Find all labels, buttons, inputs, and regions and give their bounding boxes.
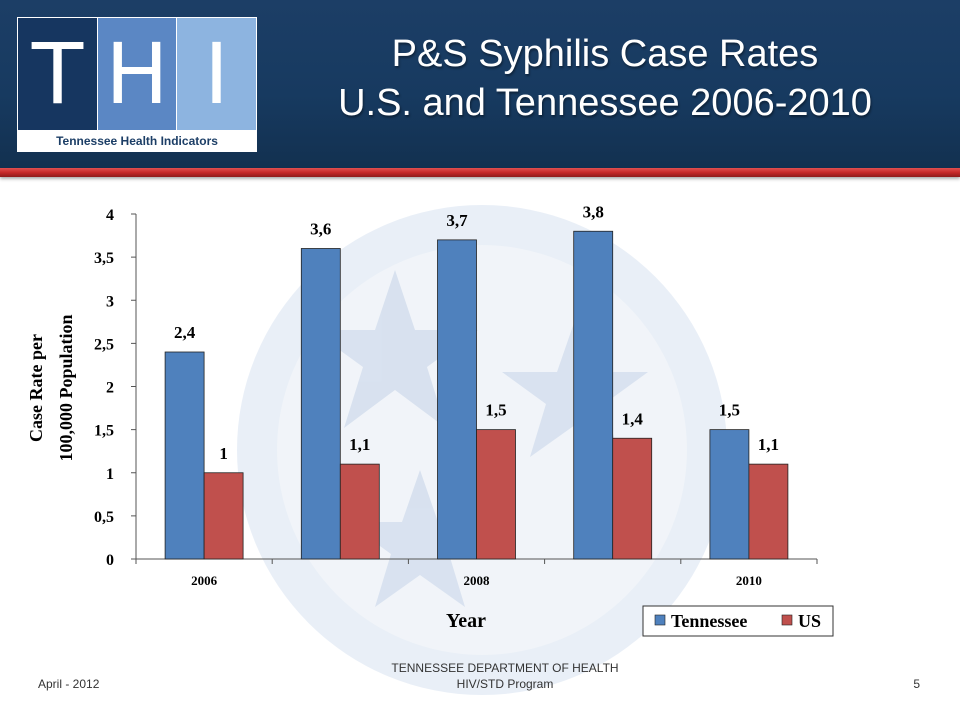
chart-legend: Tennessee US [642, 605, 834, 637]
y-axis-title-line1: Case Rate per [26, 334, 46, 442]
bar-tennessee-2009 [573, 230, 614, 560]
data-label-us-2008: 1,5 [485, 401, 506, 420]
logo-letter-h: H [97, 18, 177, 130]
logo-letter-t: T [18, 18, 97, 130]
data-label-tennessee-2009: 3,8 [583, 202, 604, 221]
y-tick-label: 0,5 [94, 509, 114, 526]
bar-us-2010 [748, 463, 789, 560]
y-tick-label: 1 [106, 466, 114, 483]
data-label-us-2006: 1 [219, 444, 228, 463]
bar-us-2008 [476, 429, 516, 560]
slide-title-line2: U.S. and Tennessee 2006-2010 [338, 82, 872, 124]
bar-tennessee-2010 [709, 429, 750, 560]
slide-title: P&S Syphilis Case Rates U.S. and Tenness… [270, 30, 940, 128]
bar-tennessee-2008 [437, 239, 477, 560]
x-axis-title: Year [446, 610, 486, 632]
footer-organization: TENNESSEE DEPARTMENT OF HEALTH HIV/STD P… [330, 660, 680, 692]
y-tick-label: 3 [106, 293, 114, 310]
legend-swatch-tennessee [654, 614, 666, 626]
data-label-us-2009: 1,4 [622, 409, 644, 428]
y-tick-label: 3,5 [94, 250, 114, 267]
header-accent-rule [0, 168, 960, 177]
y-tick-label: 4 [106, 207, 114, 224]
footer-date: April - 2012 [38, 677, 100, 691]
legend-label-us: US [798, 611, 821, 631]
x-tick-label: 2008 [464, 573, 491, 588]
footer-org-line2: HIV/STD Program [456, 677, 554, 691]
x-tick-label: 2010 [736, 573, 762, 588]
footer-page-number: 5 [913, 677, 920, 691]
logo-letter-i: I [177, 18, 256, 130]
y-tick-label: 1,5 [94, 423, 114, 440]
legend-box [642, 605, 834, 637]
data-label-tennessee-2010: 1,5 [719, 401, 740, 420]
data-label-tennessee-2008: 3,7 [446, 211, 468, 230]
footer-org-line1: TENNESSEE DEPARTMENT OF HEALTH [391, 661, 619, 675]
legend-label-tennessee: Tennessee [671, 611, 747, 631]
y-tick-label: 0 [106, 552, 114, 569]
legend-swatch-us [781, 614, 793, 626]
data-label-us-2010: 1,1 [758, 435, 779, 454]
y-axis-title-line2: 100,000 Population [56, 314, 76, 461]
y-tick-label: 2 [106, 380, 114, 397]
x-tick-label: 2006 [191, 573, 218, 588]
bar-us-2009 [612, 437, 653, 560]
y-tick-label: 2,5 [94, 336, 114, 353]
data-label-us-2007: 1,1 [349, 435, 370, 454]
data-label-tennessee-2006: 2,4 [174, 323, 196, 342]
logo-caption: Tennessee Health Indicators [18, 130, 256, 151]
bar-us-2006 [203, 472, 244, 560]
bar-tennessee-2007 [300, 248, 341, 560]
thi-logo: T H I Tennessee Health Indicators [17, 17, 257, 152]
bar-us-2007 [339, 463, 380, 560]
title-banner: T H I Tennessee Health Indicators P&S Sy… [0, 0, 960, 172]
bar-tennessee-2006 [164, 351, 205, 560]
data-label-tennessee-2007: 3,6 [310, 220, 331, 239]
slide-title-line1: P&S Syphilis Case Rates [391, 33, 819, 75]
y-axis-title: Case Rate per 100,000 Population [26, 314, 76, 461]
